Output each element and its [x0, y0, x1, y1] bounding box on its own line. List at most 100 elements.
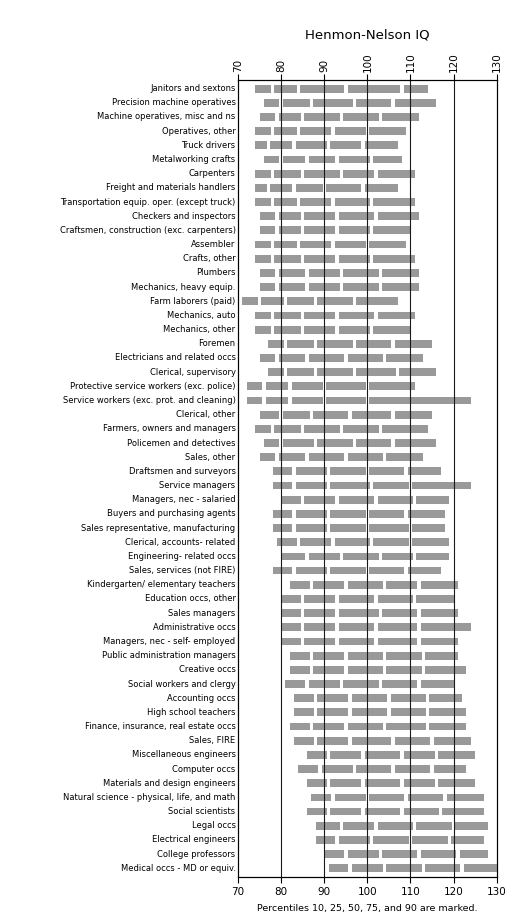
Bar	[283, 411, 310, 418]
Bar	[274, 255, 301, 262]
Bar	[309, 453, 344, 461]
Text: Sales, FIRE: Sales, FIRE	[189, 736, 236, 745]
Text: Crafts, other: Crafts, other	[183, 254, 236, 263]
Bar	[317, 694, 348, 702]
Bar	[365, 751, 400, 759]
Bar	[329, 865, 348, 872]
Bar	[272, 510, 292, 518]
Text: Legal occs: Legal occs	[191, 822, 236, 830]
Bar	[365, 808, 400, 815]
Bar	[339, 326, 370, 333]
Bar	[317, 439, 353, 447]
Text: Natural science - physical, life, and math: Natural science - physical, life, and ma…	[63, 793, 236, 802]
Bar	[305, 609, 335, 617]
Text: Finance, insurance, real estate occs: Finance, insurance, real estate occs	[84, 722, 236, 731]
Bar	[313, 723, 344, 730]
Text: Machine operatives, misc and ns: Machine operatives, misc and ns	[97, 112, 236, 122]
Bar	[382, 113, 419, 121]
Text: Materials and design engineers: Materials and design engineers	[103, 779, 236, 787]
Bar	[287, 340, 314, 348]
Bar	[387, 865, 422, 872]
Bar	[421, 609, 458, 617]
X-axis label: Henmon-Nelson IQ: Henmon-Nelson IQ	[305, 29, 430, 41]
Bar	[330, 468, 366, 475]
Bar	[378, 637, 417, 646]
Bar	[395, 99, 436, 107]
Bar	[403, 808, 439, 815]
X-axis label: Percentiles 10, 25, 50, 75, and 90 are marked.: Percentiles 10, 25, 50, 75, and 90 are m…	[257, 904, 478, 913]
Bar	[412, 539, 449, 546]
Text: Buyers and purchasing agents: Buyers and purchasing agents	[107, 509, 236, 519]
Bar	[260, 269, 275, 277]
Bar	[339, 595, 374, 603]
Bar	[430, 708, 466, 717]
Bar	[309, 553, 340, 560]
Bar	[382, 680, 417, 688]
Text: Assembler: Assembler	[191, 240, 236, 249]
Bar	[274, 326, 301, 333]
Bar	[255, 425, 271, 433]
Bar	[274, 425, 301, 433]
Bar	[260, 113, 275, 121]
Bar	[294, 737, 314, 744]
Bar	[352, 694, 387, 702]
Bar	[330, 142, 361, 149]
Bar	[305, 255, 335, 262]
Bar	[307, 808, 327, 815]
Bar	[290, 652, 310, 659]
Bar	[300, 539, 331, 546]
Bar	[266, 382, 288, 391]
Bar	[287, 297, 314, 305]
Bar	[421, 680, 454, 688]
Bar	[382, 850, 417, 858]
Bar	[348, 666, 383, 674]
Bar	[260, 453, 275, 461]
Bar	[264, 99, 280, 107]
Bar	[274, 127, 296, 135]
Bar	[378, 595, 413, 603]
Bar	[313, 666, 344, 674]
Text: Creative occs: Creative occs	[179, 665, 236, 674]
Text: Transportation equip. oper. (except truck): Transportation equip. oper. (except truc…	[60, 197, 236, 206]
Bar	[425, 666, 466, 674]
Bar	[339, 311, 374, 320]
Bar	[281, 553, 305, 560]
Bar	[268, 368, 284, 376]
Text: Precision machine operatives: Precision machine operatives	[112, 99, 236, 108]
Bar	[283, 439, 314, 447]
Bar	[309, 354, 344, 362]
Bar	[421, 850, 456, 858]
Bar	[264, 439, 280, 447]
Bar	[408, 468, 441, 475]
Bar	[391, 694, 426, 702]
Bar	[255, 198, 271, 206]
Bar	[339, 836, 370, 844]
Bar	[416, 495, 449, 504]
Bar	[298, 765, 318, 773]
Bar	[412, 836, 447, 844]
Bar	[260, 213, 275, 220]
Bar	[313, 652, 344, 659]
Bar	[373, 482, 409, 489]
Text: Checkers and inspectors: Checkers and inspectors	[132, 212, 236, 221]
Bar	[343, 269, 378, 277]
Text: Education occs, other: Education occs, other	[144, 594, 236, 603]
Bar	[279, 269, 305, 277]
Bar	[460, 850, 488, 858]
Bar	[369, 240, 406, 249]
Bar	[438, 779, 475, 787]
Bar	[313, 581, 344, 589]
Bar	[373, 539, 409, 546]
Bar	[255, 240, 271, 249]
Bar	[339, 213, 374, 220]
Bar	[300, 198, 331, 206]
Bar	[412, 482, 471, 489]
Bar	[352, 737, 392, 744]
Bar	[290, 581, 310, 589]
Text: Engineering- related occs: Engineering- related occs	[127, 552, 236, 561]
Bar	[343, 169, 374, 178]
Bar	[296, 142, 327, 149]
Bar	[387, 453, 423, 461]
Bar	[378, 495, 413, 504]
Bar	[330, 751, 361, 759]
